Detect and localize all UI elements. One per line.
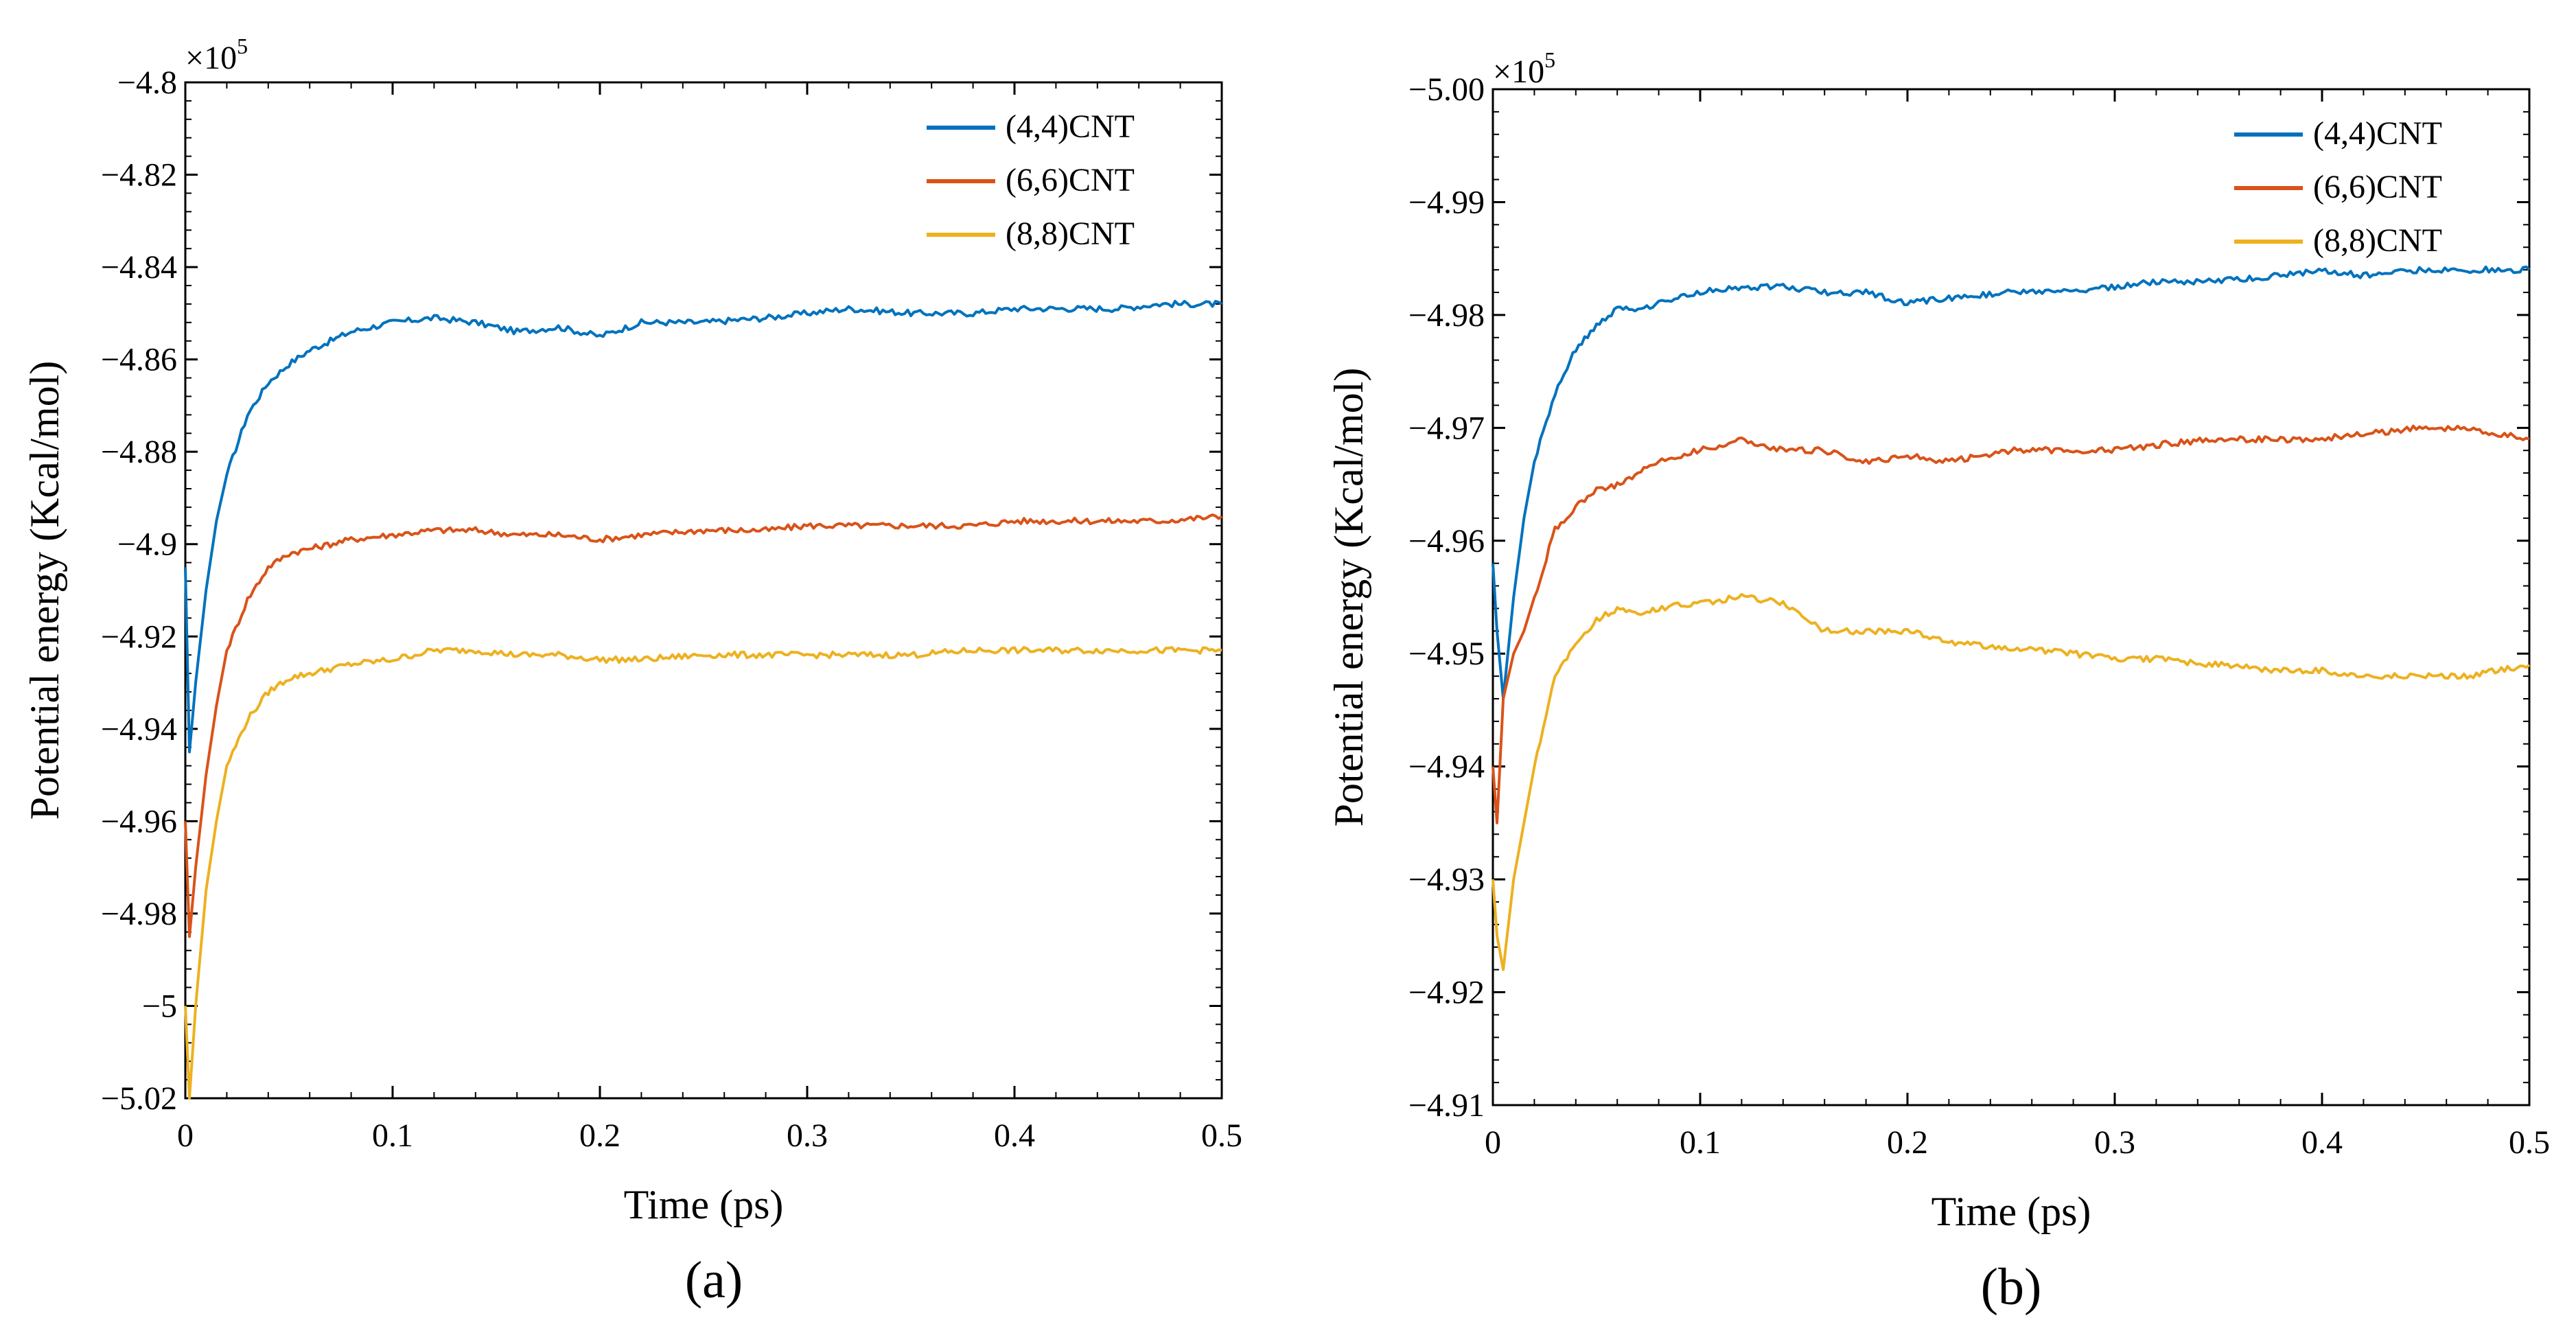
y-tick-label: −4.88: [101, 434, 177, 470]
chart-panel-a: ×105 0 0.1 0.2 0.3 0.4 0.5 −4.8 −4.82 −4.84 −4.8…: [22, 34, 1242, 1309]
legend-label: (8,8)CNT: [1006, 216, 1135, 252]
x-tick-label: 0.3: [2094, 1124, 2135, 1161]
x-tick-label: 0.2: [1887, 1124, 1928, 1161]
y-tick-label: −5.00: [1408, 71, 1485, 108]
y-tick-label: −4.96: [1408, 523, 1485, 559]
chart-panel-b: ×105 0 0.1 0.2 0.3 0.4 0.5 −5.00 −4.99 −4.98 −4.…: [1326, 47, 2550, 1316]
y-exponent-label: ×105: [185, 34, 248, 76]
legend-label: (4,4)CNT: [2313, 115, 2442, 152]
y-tick-label: −4.92: [101, 618, 177, 655]
y-tick-label: −4.96: [101, 803, 177, 839]
y-tick-label: −4.97: [1408, 410, 1485, 446]
x-tick-label: 0.4: [2301, 1124, 2343, 1161]
x-tick-label: 0.5: [1201, 1117, 1242, 1154]
series-line-66cnt: [1492, 424, 2530, 824]
y-axis-label: Potential energy (Kcal/mol): [1326, 368, 1371, 827]
y-tick-label: −4.86: [101, 342, 177, 378]
y-tick-label: −4.9: [117, 526, 177, 563]
legend-label: (4,4)CNT: [1006, 108, 1135, 145]
x-axis-label: Time (ps): [1931, 1189, 2091, 1234]
y-tick-label: −4.94: [1408, 749, 1485, 785]
series-line-88cnt: [1492, 592, 2531, 971]
series-line-44cnt: [1492, 265, 2531, 700]
x-tick-label: 0.3: [787, 1117, 828, 1154]
y-tick-label: −4.98: [1408, 297, 1485, 334]
panel-label: (b): [1981, 1258, 2042, 1316]
y-tick-label: −4.98: [101, 896, 177, 932]
y-axis-label: Potential energy (Kcal/mol): [22, 361, 67, 820]
y-tick-label: −4.94: [101, 711, 177, 747]
y-tick-label: −4.91: [1408, 1087, 1485, 1124]
x-tick-label: 0: [177, 1117, 194, 1154]
y-tick-label: −4.84: [101, 249, 177, 286]
x-tick-label: 0.1: [372, 1117, 413, 1154]
x-tick-label: 0.1: [1680, 1124, 1721, 1161]
plot-area-frame: [1492, 88, 2531, 1106]
x-tick-label: 0.2: [579, 1117, 620, 1154]
series-line-44cnt: [184, 299, 1223, 754]
legend-label: (8,8)CNT: [2313, 222, 2442, 259]
y-tick-label: −4.92: [1408, 975, 1485, 1011]
y-tick-label: −5.02: [101, 1080, 177, 1117]
x-tick-label: 0.4: [994, 1117, 1035, 1154]
y-tick-label: −4.8: [117, 65, 177, 101]
y-exponent-label: ×105: [1493, 47, 1555, 90]
series-line-88cnt: [184, 646, 1222, 1100]
legend-label: (6,6)CNT: [2313, 169, 2442, 205]
x-axis-label: Time (ps): [624, 1182, 784, 1227]
legend-label: (6,6)CNT: [1006, 162, 1135, 198]
x-tick-label: 0: [1485, 1124, 1501, 1161]
panel-label: (a): [685, 1251, 743, 1309]
x-tick-label: 0.5: [2509, 1124, 2550, 1161]
y-tick-label: −4.99: [1408, 184, 1485, 220]
y-tick-label: −4.93: [1408, 861, 1485, 898]
series-line-66cnt: [184, 513, 1223, 938]
y-tick-label: −4.95: [1408, 636, 1485, 672]
y-tick-label: −5: [142, 988, 177, 1024]
y-tick-label: −4.82: [101, 157, 177, 194]
